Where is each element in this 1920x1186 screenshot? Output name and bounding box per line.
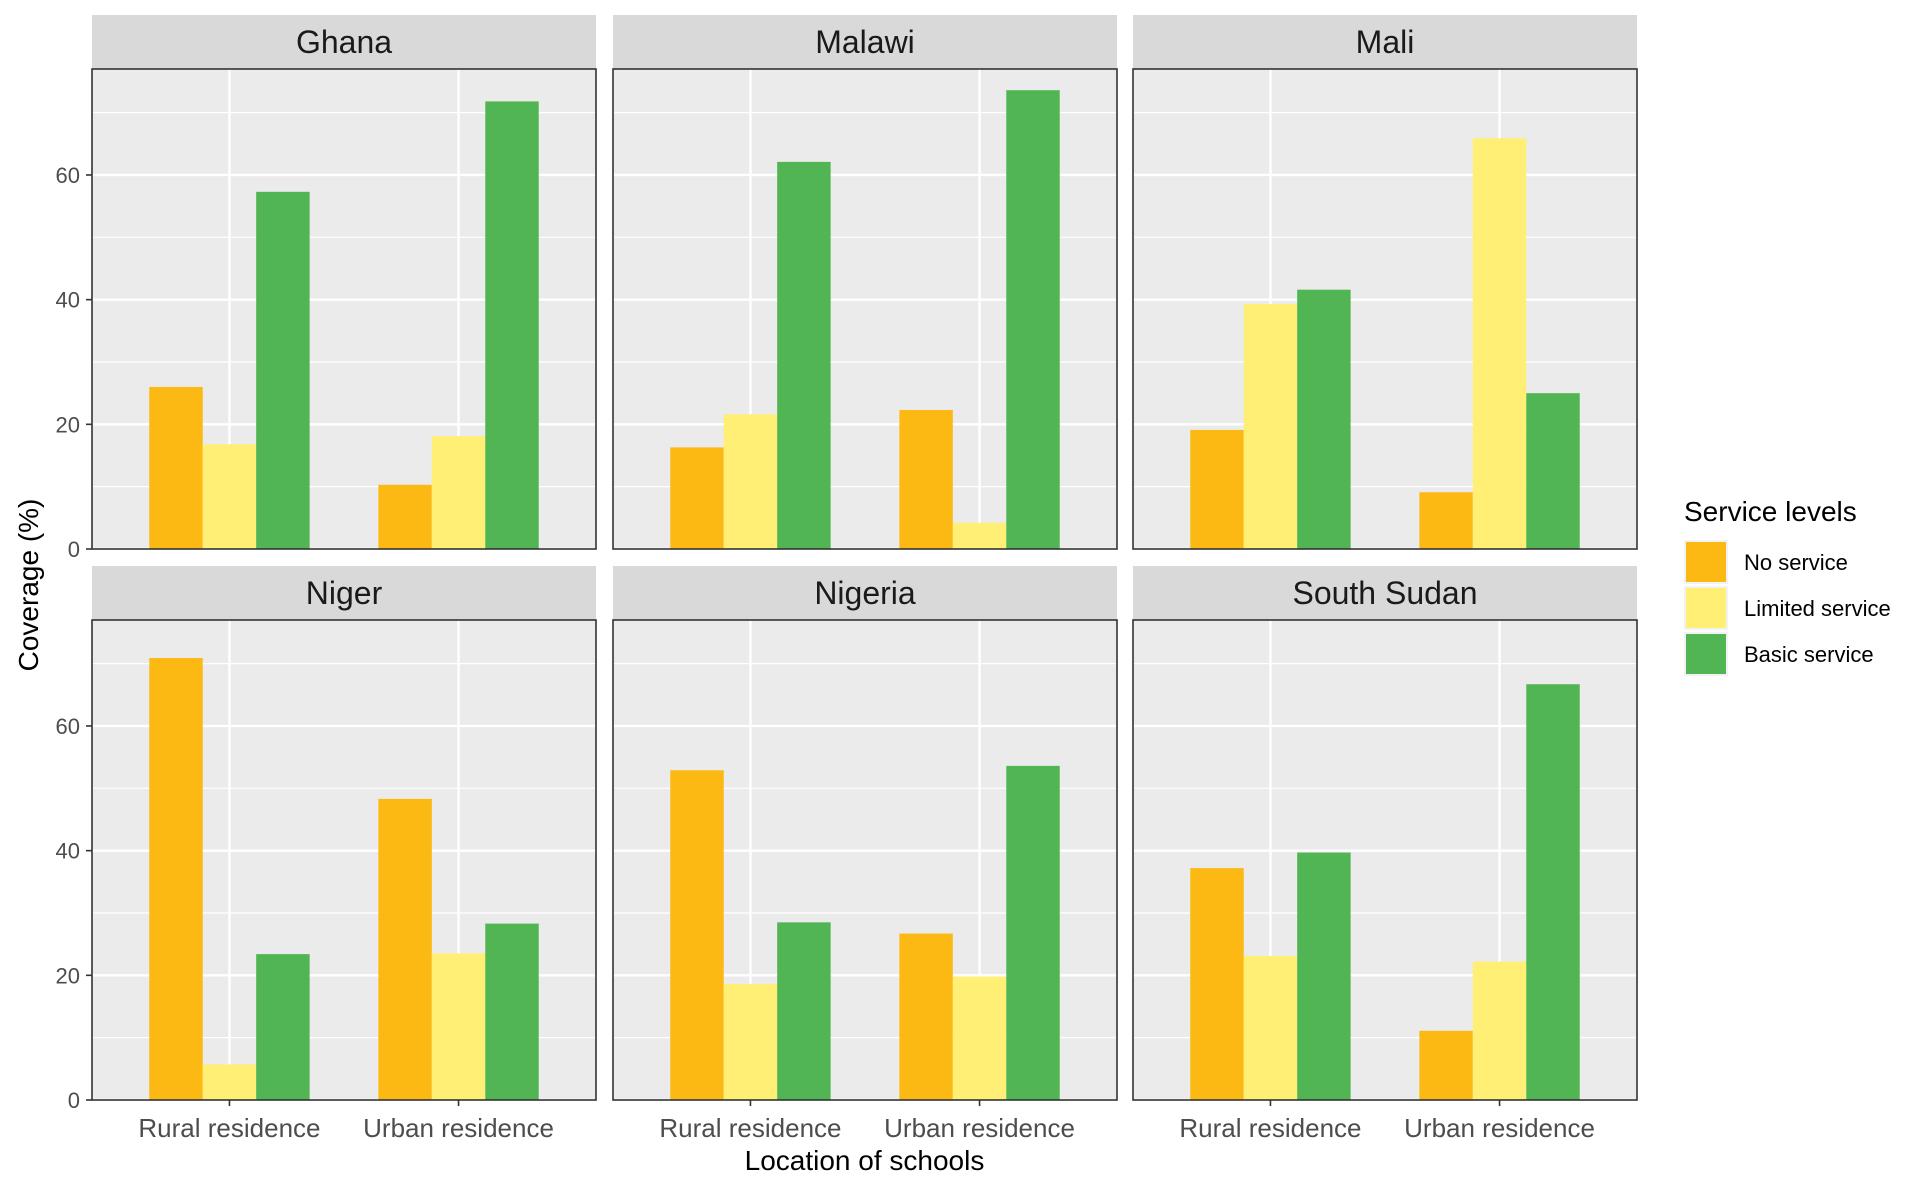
bar-no-service-rural-residence	[1190, 429, 1244, 549]
bar-no-service-urban-residence	[899, 409, 953, 549]
legend-swatch-limited-service	[1686, 588, 1726, 628]
bar-basic-service-rural-residence	[777, 922, 831, 1100]
bar-basic-service-urban-residence	[485, 923, 539, 1100]
bar-no-service-rural-residence	[1190, 868, 1244, 1100]
bar-basic-service-rural-residence	[1297, 852, 1351, 1100]
facet-strip	[613, 15, 1117, 69]
bar-basic-service-urban-residence	[1526, 393, 1580, 549]
bar-limited-service-rural-residence	[1243, 304, 1298, 549]
bar-limited-service-urban-residence	[431, 436, 486, 549]
panel-border	[91, 68, 597, 550]
bar-limited-service-rural-residence	[202, 1064, 257, 1100]
y-tick-label: 0	[68, 1088, 80, 1113]
x-tick-label: Rural residence	[659, 1113, 841, 1143]
bar-basic-service-urban-residence	[1526, 684, 1580, 1100]
y-axis-title: Coverage (%)	[13, 499, 44, 672]
bar-limited-service-urban-residence	[431, 953, 486, 1100]
bar-limited-service-rural-residence	[723, 984, 778, 1100]
panel-border	[91, 619, 597, 1101]
y-tick-label: 40	[56, 839, 80, 864]
y-tick-label: 60	[56, 163, 80, 188]
x-tick-label: Urban residence	[1404, 1113, 1595, 1143]
bar-limited-service-urban-residence	[1472, 961, 1527, 1100]
facet-strip	[92, 15, 596, 69]
facet-title: Nigeria	[814, 575, 916, 611]
facet-title: Mali	[1356, 24, 1415, 60]
panel-border	[612, 619, 1118, 1101]
bar-basic-service-urban-residence	[1006, 90, 1060, 550]
panel-border	[1132, 619, 1638, 1101]
facet-strip	[92, 566, 596, 620]
facet-title: South Sudan	[1292, 575, 1477, 611]
legend-swatch-no-service	[1686, 542, 1726, 582]
legend: Service levels No service Limited service B…	[1684, 496, 1891, 676]
bar-no-service-urban-residence	[1419, 492, 1473, 549]
bar-limited-service-rural-residence	[723, 414, 778, 549]
bar-limited-service-rural-residence	[202, 444, 257, 549]
bar-no-service-rural-residence	[670, 770, 724, 1100]
facet-strip	[1133, 566, 1637, 620]
legend-label-limited-service: Limited service	[1744, 596, 1891, 621]
bar-basic-service-rural-residence	[777, 161, 831, 549]
y-tick-label: 20	[56, 963, 80, 988]
bar-basic-service-urban-residence	[1006, 765, 1060, 1100]
bar-basic-service-urban-residence	[485, 101, 539, 549]
bar-no-service-urban-residence	[378, 798, 432, 1100]
bar-no-service-rural-residence	[670, 447, 724, 549]
legend-swatch-basic-service	[1686, 634, 1726, 674]
facet-mali: Mali	[1132, 15, 1638, 551]
x-tick-label: Urban residence	[884, 1113, 1075, 1143]
facet-title: Niger	[306, 575, 383, 611]
bar-limited-service-urban-residence	[952, 976, 1007, 1100]
y-tick-label: 0	[68, 537, 80, 562]
bar-no-service-rural-residence	[149, 658, 203, 1100]
bar-no-service-rural-residence	[149, 386, 203, 549]
facet-south-sudan: South Sudan Rural residence Urban residenc…	[1132, 566, 1638, 1143]
x-tick-label: Rural residence	[1179, 1113, 1361, 1143]
facet-strip	[613, 566, 1117, 620]
bar-no-service-urban-residence	[899, 933, 953, 1100]
legend-title: Service levels	[1684, 496, 1857, 527]
bar-limited-service-urban-residence	[952, 522, 1007, 549]
facet-strip	[1133, 15, 1637, 69]
y-tick-label: 20	[56, 412, 80, 437]
bar-basic-service-rural-residence	[256, 191, 310, 550]
bar-limited-service-urban-residence	[1472, 138, 1527, 549]
bar-no-service-urban-residence	[378, 484, 432, 549]
legend-label-basic-service: Basic service	[1744, 642, 1874, 667]
y-tick-label: 60	[56, 714, 80, 739]
bar-basic-service-rural-residence	[256, 954, 310, 1100]
legend-label-no-service: No service	[1744, 550, 1848, 575]
panel-border	[612, 68, 1118, 550]
facet-nigeria: Nigeria Rural residence Urban residence	[612, 566, 1118, 1143]
bar-basic-service-rural-residence	[1297, 289, 1351, 549]
x-tick-label: Rural residence	[138, 1113, 320, 1143]
facet-title: Ghana	[296, 24, 392, 60]
x-axis-title: Location of schools	[745, 1145, 985, 1176]
facet-ghana: Ghana 0 20 40 60	[56, 15, 597, 562]
y-tick-label: 40	[56, 288, 80, 313]
bar-no-service-urban-residence	[1419, 1030, 1473, 1100]
panel-border	[1132, 68, 1638, 550]
bar-limited-service-rural-residence	[1243, 956, 1298, 1100]
facet-title: Malawi	[815, 24, 915, 60]
facet-niger: Niger 0 20 40 60 Rural residence Urban residen…	[56, 566, 597, 1143]
facet-malawi: Malawi	[612, 15, 1118, 551]
x-tick-label: Urban residence	[363, 1113, 554, 1143]
